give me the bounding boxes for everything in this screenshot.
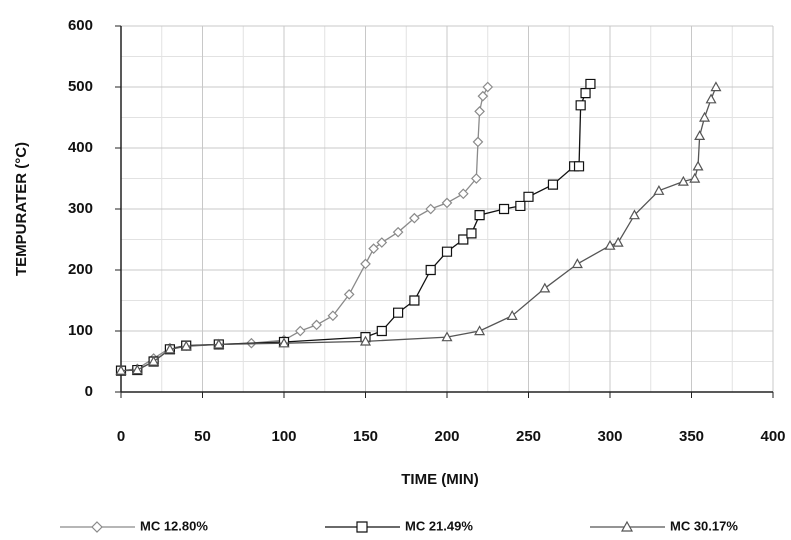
marker <box>474 210 485 221</box>
marker <box>368 243 379 254</box>
x-tick-label: 200 <box>434 428 459 445</box>
marker <box>474 325 486 336</box>
marker <box>425 264 436 276</box>
marker <box>506 310 518 320</box>
marker <box>376 237 388 248</box>
x-tick-label: 0 <box>117 428 125 445</box>
marker <box>472 136 484 148</box>
marker <box>294 325 306 337</box>
marker <box>311 319 322 331</box>
marker <box>539 282 551 293</box>
marker <box>571 258 583 269</box>
legend-marker <box>91 521 103 533</box>
marker <box>458 234 469 245</box>
marker <box>612 236 624 247</box>
marker <box>694 130 706 140</box>
legend-marker <box>620 520 634 532</box>
marker <box>359 335 372 346</box>
x-tick-label: 350 <box>679 428 704 445</box>
marker <box>148 355 160 366</box>
marker <box>692 160 704 171</box>
marker <box>710 81 722 92</box>
marker <box>573 161 585 172</box>
x-axis-label: TIME (MIN) <box>401 471 478 488</box>
marker <box>327 310 339 322</box>
marker <box>705 93 717 104</box>
marker <box>628 209 640 220</box>
marker <box>441 331 453 342</box>
x-tick-label: 400 <box>760 428 785 445</box>
marker <box>653 184 665 195</box>
marker <box>498 203 510 215</box>
marker <box>474 106 485 117</box>
legend-label: MC 21.49% <box>405 518 473 533</box>
marker <box>360 258 371 270</box>
marker <box>164 343 176 354</box>
legend-marker <box>356 521 368 533</box>
marker <box>515 200 526 212</box>
marker <box>477 90 489 102</box>
legend-label: MC 12.80% <box>140 518 208 533</box>
y-tick-label: 100 <box>68 322 93 339</box>
marker <box>393 307 404 318</box>
marker <box>441 197 453 209</box>
y-tick-label: 0 <box>85 383 93 400</box>
y-tick-label: 400 <box>68 139 93 156</box>
marker <box>343 289 355 300</box>
x-tick-label: 50 <box>194 428 211 445</box>
marker <box>213 338 225 349</box>
y-tick-label: 200 <box>68 261 93 278</box>
marker <box>457 188 469 200</box>
marker <box>392 226 404 238</box>
marker <box>409 212 420 224</box>
marker <box>689 172 701 183</box>
y-tick-label: 600 <box>68 17 93 34</box>
marker <box>278 337 290 348</box>
marker <box>547 179 559 190</box>
x-tick-label: 300 <box>597 428 622 445</box>
marker <box>425 203 437 215</box>
marker <box>470 173 482 184</box>
legend-label: MC 30.17% <box>670 518 738 533</box>
y-axis-label: TEMPURATER (°C) <box>13 142 30 276</box>
marker <box>376 325 387 337</box>
marker <box>441 246 453 257</box>
x-tick-label: 100 <box>271 428 296 445</box>
y-tick-label: 500 <box>68 78 93 95</box>
marker <box>604 239 616 250</box>
series-line <box>120 86 489 372</box>
y-tick-label: 300 <box>68 200 93 217</box>
marker <box>115 364 127 375</box>
marker <box>575 100 586 111</box>
x-tick-label: 150 <box>353 428 378 445</box>
marker <box>131 364 143 375</box>
marker <box>466 228 477 239</box>
marker <box>180 340 192 351</box>
marker <box>677 175 689 186</box>
marker <box>409 295 420 306</box>
marker <box>523 191 534 202</box>
marker <box>580 88 591 99</box>
marker <box>585 78 596 90</box>
series-line <box>120 83 592 372</box>
series-line <box>120 86 717 372</box>
marker <box>699 111 711 122</box>
marker <box>482 81 494 93</box>
x-tick-label: 250 <box>516 428 541 445</box>
